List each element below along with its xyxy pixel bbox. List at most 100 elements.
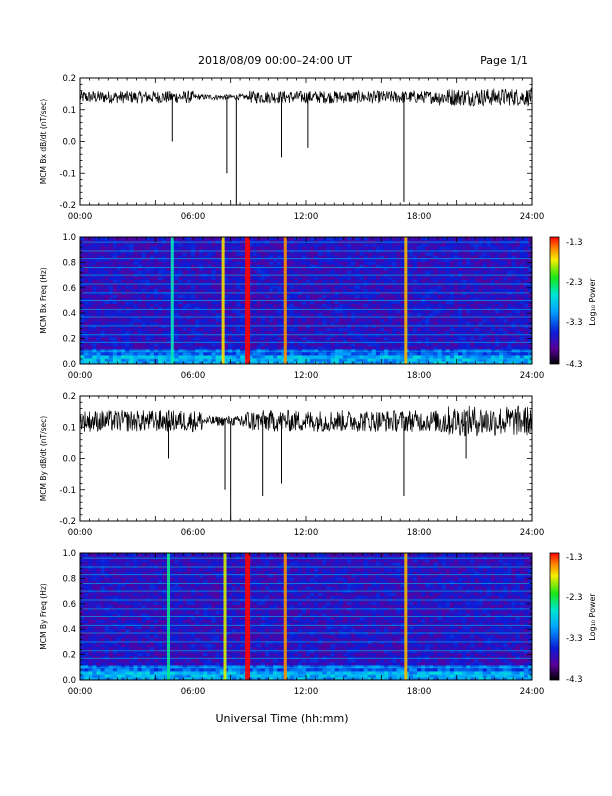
spectrogram-cell — [364, 343, 369, 347]
spectrogram-cell — [446, 337, 451, 341]
spectrogram-cell — [343, 319, 348, 323]
spectrogram-cell — [117, 343, 122, 347]
spectrogram-cell — [458, 313, 463, 317]
spectrogram-cell — [154, 349, 159, 353]
spectrogram-cell — [503, 243, 508, 247]
spectrogram-cell — [479, 313, 484, 317]
spectrogram-cell — [470, 285, 475, 289]
spectrogram-cell — [187, 252, 192, 256]
spectrogram-cell — [125, 270, 130, 274]
spectrogram-cell — [483, 331, 488, 335]
spectrogram-cell — [314, 252, 319, 256]
spectrogram-cell — [339, 352, 344, 356]
spectrogram-cell — [322, 276, 327, 280]
spectrogram-cell — [347, 322, 352, 326]
spectrogram-cell — [503, 261, 508, 265]
spectrogram-cell — [421, 346, 426, 350]
spectrogram-cell — [109, 285, 114, 289]
spectrogram-cell — [298, 301, 303, 305]
spectrogram-cell — [343, 325, 348, 329]
spectrogram-cell — [129, 288, 134, 292]
spectrogram-cell — [335, 349, 340, 353]
spectrogram-cell — [269, 352, 274, 356]
spectrogram-cell — [351, 310, 356, 314]
spectrogram-cell — [516, 352, 521, 356]
spectrogram-cell — [306, 352, 311, 356]
spectrogram-cell — [166, 325, 171, 329]
spectrogram-cell — [343, 270, 348, 274]
spectrogram-cell — [351, 319, 356, 323]
spectrogram-cell — [133, 261, 138, 265]
spectrogram-cell — [335, 322, 340, 326]
spectrogram-cell — [146, 294, 151, 298]
spectrogram-cell — [191, 270, 196, 274]
spectrogram-cell — [318, 276, 323, 280]
spectrogram-cell — [158, 270, 163, 274]
spectrogram-cell — [335, 343, 340, 347]
spectrogram-cell — [487, 346, 492, 350]
spectrogram-cell — [84, 270, 89, 274]
spectrogram-cell — [335, 331, 340, 335]
spectrogram-cell — [306, 252, 311, 256]
spectrogram-cell — [298, 285, 303, 289]
spectrogram-cell — [446, 328, 451, 332]
spectrogram-cell — [425, 319, 430, 323]
spectrogram-cell — [368, 328, 373, 332]
spectrogram-cell — [392, 325, 397, 329]
y-tick-label: 0.2 — [62, 335, 76, 345]
spectrogram-cell — [368, 352, 373, 356]
spectrogram-cell — [335, 246, 340, 250]
spectrogram-cell — [376, 261, 381, 265]
spectrogram-cell — [310, 285, 315, 289]
spectrogram-cell — [347, 301, 352, 305]
spectrogram-cell — [203, 285, 208, 289]
spectrogram-cell — [507, 313, 512, 317]
spectrogram-cell — [429, 328, 434, 332]
spectrogram-cell — [302, 252, 307, 256]
spectrogram-cell — [240, 328, 245, 332]
spectrogram-cell — [392, 270, 397, 274]
spectrogram-cell — [339, 310, 344, 314]
spectrogram-cell — [343, 261, 348, 265]
spectrogram-cell — [425, 325, 430, 329]
spectrogram-cell — [142, 325, 147, 329]
spectrogram-cell — [524, 270, 529, 274]
spectrogram-cell — [216, 310, 221, 314]
spectrogram-cell — [306, 349, 311, 353]
spectrogram-cell — [392, 246, 397, 250]
spectrogram-cell — [211, 343, 216, 347]
spectrogram-cell — [240, 355, 245, 359]
y-tick-label: -0.2 — [59, 201, 76, 211]
spectrogram-cell — [376, 237, 381, 241]
spectrogram-cell — [183, 310, 188, 314]
spectrogram-cell — [96, 337, 101, 341]
spectrogram-cell — [302, 343, 307, 347]
spectrogram-cell — [474, 310, 479, 314]
spectrogram-cell — [80, 349, 85, 353]
spectrogram-cell — [450, 355, 455, 359]
spectrogram-cell — [470, 246, 475, 250]
spectrogram-cell — [294, 313, 299, 317]
spectrogram-cell — [425, 313, 430, 317]
spectrogram-cell — [84, 288, 89, 292]
spectrogram-cell — [216, 285, 221, 289]
spectrogram-cell — [105, 325, 110, 329]
spectrogram-cell — [195, 261, 200, 265]
spectrogram-cell — [199, 328, 204, 332]
spectrogram-cell — [154, 304, 159, 308]
spectrogram-cell — [211, 243, 216, 247]
spectrogram-cell — [191, 355, 196, 359]
spectrogram-cell — [446, 276, 451, 280]
spectrogram-cell — [339, 349, 344, 353]
spectrogram-cell — [199, 331, 204, 335]
spectrogram-cell — [150, 294, 155, 298]
spectrogram-cell — [80, 355, 85, 359]
spectrogram-cell — [359, 304, 364, 308]
spectrogram-cell — [138, 301, 143, 305]
spectrogram-cell — [384, 352, 389, 356]
spectrogram-cell — [450, 243, 455, 247]
spectrogram-cell — [175, 279, 180, 283]
spectrogram-cell — [491, 243, 496, 247]
spectrogram-cell — [125, 325, 130, 329]
spectrogram-cell — [483, 261, 488, 265]
